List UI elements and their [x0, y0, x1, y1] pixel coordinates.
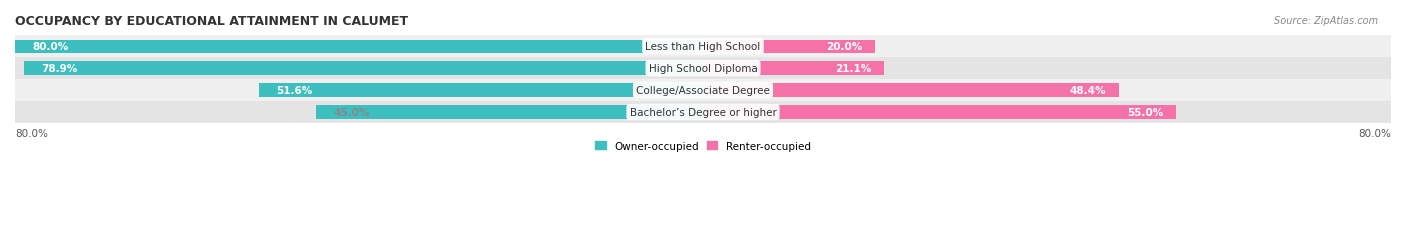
Bar — [15, 40, 703, 53]
Bar — [15, 58, 1391, 80]
Text: High School Diploma: High School Diploma — [648, 64, 758, 74]
Text: College/Associate Degree: College/Associate Degree — [636, 86, 770, 96]
Text: 45.0%: 45.0% — [333, 107, 370, 118]
Text: 80.0%: 80.0% — [15, 128, 48, 138]
Text: 55.0%: 55.0% — [1126, 107, 1163, 118]
Bar — [703, 84, 1119, 97]
Bar — [703, 106, 1175, 119]
Bar — [703, 62, 884, 75]
Text: 21.1%: 21.1% — [835, 64, 872, 74]
Bar — [703, 40, 875, 53]
Bar — [15, 80, 1391, 102]
Text: 80.0%: 80.0% — [32, 42, 69, 52]
Text: 51.6%: 51.6% — [277, 86, 312, 96]
Text: 20.0%: 20.0% — [825, 42, 862, 52]
Text: 80.0%: 80.0% — [1358, 128, 1391, 138]
Text: Bachelor’s Degree or higher: Bachelor’s Degree or higher — [630, 107, 776, 118]
Legend: Owner-occupied, Renter-occupied: Owner-occupied, Renter-occupied — [591, 137, 815, 155]
Bar — [15, 102, 1391, 123]
Text: Less than High School: Less than High School — [645, 42, 761, 52]
Bar — [259, 84, 703, 97]
Text: OCCUPANCY BY EDUCATIONAL ATTAINMENT IN CALUMET: OCCUPANCY BY EDUCATIONAL ATTAINMENT IN C… — [15, 15, 408, 28]
Text: 78.9%: 78.9% — [42, 64, 77, 74]
Text: Source: ZipAtlas.com: Source: ZipAtlas.com — [1274, 16, 1378, 26]
Bar — [15, 36, 1391, 58]
Bar — [316, 106, 703, 119]
Bar — [24, 62, 703, 75]
Text: 48.4%: 48.4% — [1070, 86, 1107, 96]
